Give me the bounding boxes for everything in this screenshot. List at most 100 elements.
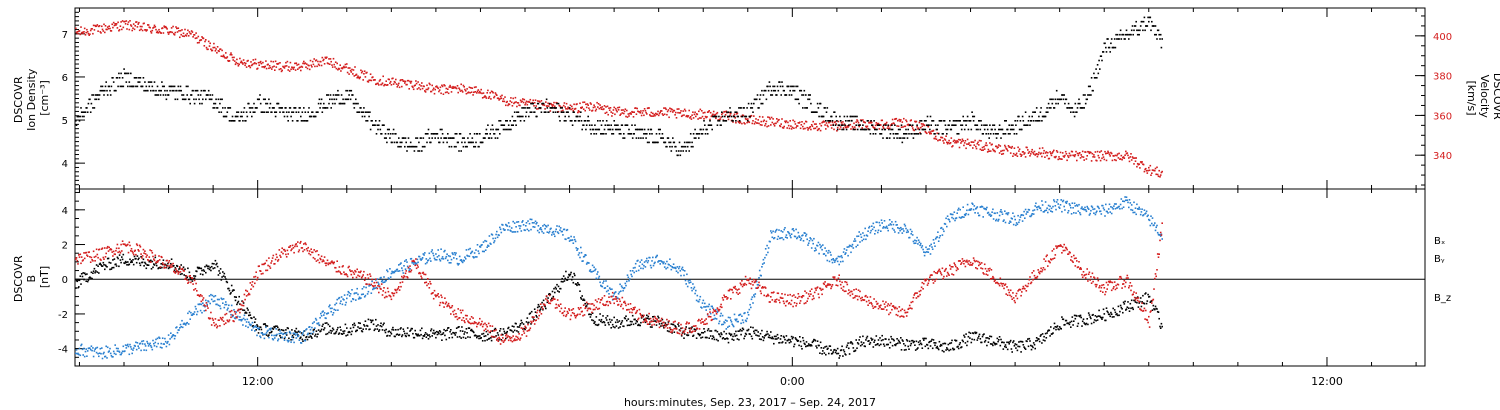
bx-point: [897, 339, 900, 342]
field-series: [75, 196, 1163, 360]
by-point: [331, 314, 334, 316]
bx-point: [212, 267, 214, 270]
by-point: [233, 309, 235, 311]
bx-point: [732, 335, 734, 338]
velocity-point: [432, 89, 434, 91]
density-point: [216, 107, 219, 109]
bx-point: [85, 280, 87, 282]
velocity-point: [324, 56, 327, 59]
bx-point: [285, 329, 287, 331]
density-point: [1128, 38, 1130, 40]
density-point: [872, 133, 875, 135]
bx-point: [462, 336, 465, 339]
density-point: [675, 145, 677, 148]
bx-point: [124, 262, 126, 265]
bx-point: [1101, 318, 1103, 320]
bx-point: [401, 334, 404, 336]
bx-point: [346, 327, 348, 329]
bx-point: [1005, 346, 1007, 349]
bx-point: [143, 265, 145, 267]
by-point: [168, 343, 171, 346]
density-point: [830, 115, 833, 118]
density-point: [171, 89, 174, 92]
velocity-point: [1073, 155, 1076, 158]
bx-point: [809, 345, 811, 347]
by-point: [311, 326, 313, 329]
velocity-point: [845, 126, 848, 129]
bx-point: [520, 319, 523, 322]
velocity-point: [325, 57, 327, 59]
velocity-point: [114, 23, 116, 25]
density-point: [529, 111, 532, 113]
velocity-point: [84, 34, 87, 36]
by-point: [285, 333, 287, 335]
velocity-point: [526, 103, 529, 106]
bx-point: [810, 344, 813, 347]
bx-point: [456, 336, 459, 338]
bx-point: [317, 333, 319, 335]
density-point: [805, 94, 807, 96]
velocity-point: [590, 103, 592, 105]
density-point: [469, 133, 471, 135]
bx-point: [970, 341, 973, 344]
bx-point: [871, 338, 874, 341]
bx-point: [991, 343, 993, 345]
velocity-point: [261, 66, 263, 68]
bx-point: [919, 340, 921, 342]
density-point: [617, 128, 620, 131]
bx-point: [446, 329, 448, 331]
density-point: [1100, 55, 1103, 57]
velocity-point: [904, 125, 907, 128]
by-point: [100, 352, 102, 355]
by-point: [150, 344, 152, 347]
density-point: [1015, 133, 1018, 135]
bx-point: [1100, 316, 1103, 319]
density-point: [363, 107, 365, 109]
velocity-point: [223, 56, 226, 58]
velocity-point: [791, 126, 794, 129]
density-point: [721, 111, 723, 113]
density-point: [889, 133, 892, 135]
bx-point: [118, 254, 121, 256]
density-point: [202, 98, 204, 101]
bx-point: [353, 322, 356, 325]
velocity-point: [753, 115, 755, 117]
bx-point: [116, 256, 119, 259]
bx-point: [593, 322, 595, 324]
density-point: [182, 94, 185, 96]
bx-point: [301, 338, 304, 341]
density-point: [330, 107, 332, 109]
by-point: [135, 348, 138, 351]
velocity-point: [173, 33, 175, 35]
density-point: [534, 107, 537, 109]
density-point: [697, 133, 699, 135]
density-point: [783, 89, 785, 92]
density-point: [516, 111, 518, 113]
density-point: [78, 120, 81, 122]
bx-point: [764, 335, 766, 337]
by-point: [317, 322, 320, 324]
bx-point: [425, 336, 428, 338]
density-point: [839, 115, 841, 118]
bx-point: [411, 327, 413, 330]
velocity-point: [327, 62, 330, 65]
bx-point: [722, 337, 725, 339]
velocity-point: [524, 103, 526, 106]
density-point: [860, 120, 863, 122]
velocity-point: [947, 141, 950, 144]
by-point: [222, 298, 225, 300]
bx-point: [704, 330, 706, 333]
velocity-point: [667, 109, 670, 111]
by-point: [86, 355, 88, 357]
velocity-point: [957, 138, 960, 141]
density-point: [145, 85, 148, 88]
bx-point: [210, 265, 213, 268]
density-point: [340, 94, 343, 96]
density-point: [200, 89, 203, 92]
density-point: [756, 94, 759, 96]
density-point: [635, 137, 638, 139]
density-point: [365, 120, 367, 122]
bx-point: [798, 344, 800, 347]
density-point: [283, 115, 286, 118]
density-point: [252, 111, 255, 113]
